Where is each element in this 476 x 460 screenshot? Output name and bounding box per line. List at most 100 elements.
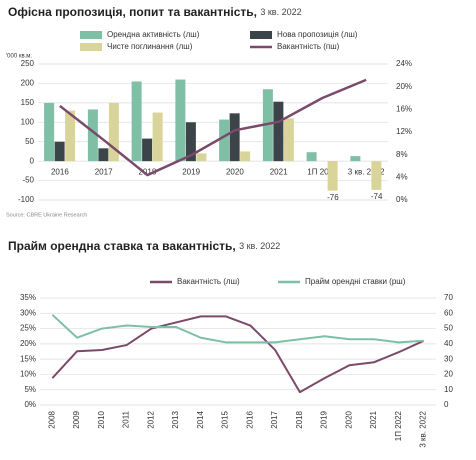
y2-tick-label: 8% — [396, 150, 408, 159]
bar — [65, 110, 76, 162]
chart-title: Прайм орендна ставка та вакантність, 3 к… — [8, 239, 280, 253]
x-tick-label: 2015 — [221, 410, 230, 428]
x-tick-label: 1П 2022 — [394, 410, 403, 441]
x-tick-label: 2020 — [344, 410, 353, 428]
y-tick-label: 10% — [20, 370, 36, 379]
x-tick-label: 2019 — [182, 167, 200, 176]
y-tick-label: 50 — [25, 137, 34, 146]
y2-tick-label: 4% — [396, 172, 408, 181]
y2-tick-label: 40 — [444, 339, 453, 348]
data-label: -76 — [327, 193, 339, 202]
y-tick-label: 250 — [21, 59, 35, 68]
y-tick-label: 15% — [20, 354, 36, 363]
bar — [371, 161, 382, 190]
y2-tick-label: 0% — [396, 195, 408, 204]
x-tick-label: 2008 — [47, 410, 56, 428]
bar — [350, 156, 361, 162]
y2-tick-label: 0 — [444, 400, 449, 409]
y-tick-label: 25% — [20, 324, 36, 333]
bar — [196, 153, 207, 162]
bar — [219, 119, 230, 162]
bar — [327, 161, 338, 191]
y2-tick-label: 70 — [444, 293, 453, 302]
legend-label: Вакантність (пш) — [277, 42, 340, 51]
bar — [262, 89, 273, 162]
x-tick-label: 3 кв. 2022 — [419, 410, 428, 447]
y2-tick-label: 60 — [444, 308, 453, 317]
x-tick-label: 2012 — [146, 410, 155, 428]
y-tick-label: 100 — [21, 117, 35, 126]
y-tick-label: 35% — [20, 293, 36, 302]
bar — [87, 109, 98, 162]
bar — [273, 101, 284, 162]
x-tick-label: 2018 — [138, 167, 156, 176]
bar — [142, 138, 153, 162]
legend-label: Чисте поглинання (лш) — [107, 42, 193, 51]
y2-tick-label: 16% — [396, 104, 412, 113]
line — [51, 314, 424, 344]
x-tick-label: 3 кв. 2022 — [348, 167, 385, 176]
y-tick-label: -50 — [22, 176, 34, 185]
bar — [283, 118, 294, 162]
legend-label: Прайм орендні ставки (рш) — [305, 277, 406, 286]
x-tick-label: 2011 — [122, 410, 131, 428]
bar — [44, 102, 55, 162]
y-tick-label: 30% — [20, 308, 36, 317]
bar — [98, 148, 109, 162]
legend-label: Вакантність (лш) — [177, 277, 240, 286]
x-tick-label: 2017 — [270, 410, 279, 428]
y2-tick-label: 24% — [396, 59, 412, 68]
bar — [108, 102, 119, 162]
line — [59, 78, 367, 177]
y2-tick-label: 30 — [444, 354, 453, 363]
title-main: Офісна пропозиція, попит та вакантність, — [8, 5, 257, 19]
bar — [185, 122, 196, 162]
bar — [240, 151, 251, 162]
legend-swatch — [250, 31, 272, 39]
x-tick-label: 2020 — [226, 167, 244, 176]
y-tick-label: 20% — [20, 339, 36, 348]
y2-tick-label: 12% — [396, 127, 412, 136]
bar — [175, 79, 186, 162]
bar — [131, 81, 142, 162]
y-tick-label: 150 — [21, 98, 35, 107]
legend-label: Нова пропозиція (лш) — [277, 30, 358, 39]
x-tick-label: 1П 2022 — [307, 167, 338, 176]
x-tick-label: 2010 — [97, 410, 106, 428]
x-tick-label: 2018 — [295, 410, 304, 428]
y-tick-label: 200 — [21, 79, 35, 88]
x-tick-label: 2016 — [51, 167, 69, 176]
y2-tick-label: 10 — [444, 385, 453, 394]
x-tick-label: 2017 — [95, 167, 113, 176]
y-tick-label: 0% — [24, 400, 36, 409]
y2-tick-label: 50 — [444, 324, 453, 333]
x-tick-label: 2014 — [196, 410, 205, 428]
bar — [229, 113, 240, 162]
x-tick-label: 2021 — [369, 410, 378, 428]
y-tick-label: 5% — [24, 385, 36, 394]
x-tick-label: 2019 — [320, 410, 329, 428]
line — [51, 315, 425, 394]
legend-label: Орендна активність (лш) — [107, 30, 200, 39]
data-label: -74 — [371, 192, 383, 201]
chart-title: Офісна пропозиція, попит та вакантність,… — [8, 5, 302, 19]
y2-tick-label: 20 — [444, 370, 453, 379]
bar — [152, 112, 163, 162]
legend-swatch — [80, 43, 102, 51]
y-tick-label: 0 — [30, 156, 35, 165]
title-main: Прайм орендна ставка та вакантність, — [8, 239, 236, 253]
y2-tick-label: 20% — [396, 82, 412, 91]
x-tick-label: 2013 — [171, 410, 180, 428]
subtitle: 3 кв. 2022 — [260, 7, 301, 17]
y-tick-label: -100 — [18, 195, 35, 204]
legend-swatch — [80, 31, 102, 39]
source: Source: CBRE Ukraine Research — [6, 212, 87, 218]
x-tick-label: 2016 — [245, 410, 254, 428]
y-axis-label: '000 кв.м. — [6, 54, 32, 60]
bar — [54, 141, 65, 162]
bar — [306, 152, 317, 162]
x-tick-label: 2021 — [270, 167, 288, 176]
x-tick-label: 2009 — [72, 410, 81, 428]
subtitle: 3 кв. 2022 — [239, 241, 280, 251]
